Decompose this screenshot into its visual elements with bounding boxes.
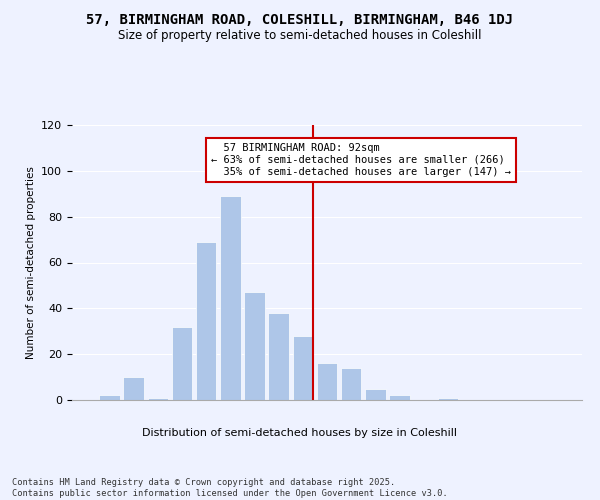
- Bar: [293, 336, 313, 400]
- Text: Distribution of semi-detached houses by size in Coleshill: Distribution of semi-detached houses by …: [143, 428, 458, 438]
- Bar: [365, 388, 386, 400]
- Y-axis label: Number of semi-detached properties: Number of semi-detached properties: [26, 166, 35, 359]
- Text: 57, BIRMINGHAM ROAD, COLESHILL, BIRMINGHAM, B46 1DJ: 57, BIRMINGHAM ROAD, COLESHILL, BIRMINGH…: [86, 12, 514, 26]
- Text: Size of property relative to semi-detached houses in Coleshill: Size of property relative to semi-detach…: [118, 29, 482, 42]
- Bar: [437, 398, 458, 400]
- Bar: [244, 292, 265, 400]
- Bar: [99, 396, 120, 400]
- Bar: [389, 396, 410, 400]
- Bar: [148, 398, 168, 400]
- Bar: [317, 364, 337, 400]
- Bar: [124, 377, 144, 400]
- Bar: [220, 196, 241, 400]
- Bar: [268, 313, 289, 400]
- Bar: [172, 326, 192, 400]
- Text: Contains HM Land Registry data © Crown copyright and database right 2025.
Contai: Contains HM Land Registry data © Crown c…: [12, 478, 448, 498]
- Text: 57 BIRMINGHAM ROAD: 92sqm
← 63% of semi-detached houses are smaller (266)
  35% : 57 BIRMINGHAM ROAD: 92sqm ← 63% of semi-…: [211, 144, 511, 176]
- Bar: [341, 368, 361, 400]
- Bar: [196, 242, 217, 400]
